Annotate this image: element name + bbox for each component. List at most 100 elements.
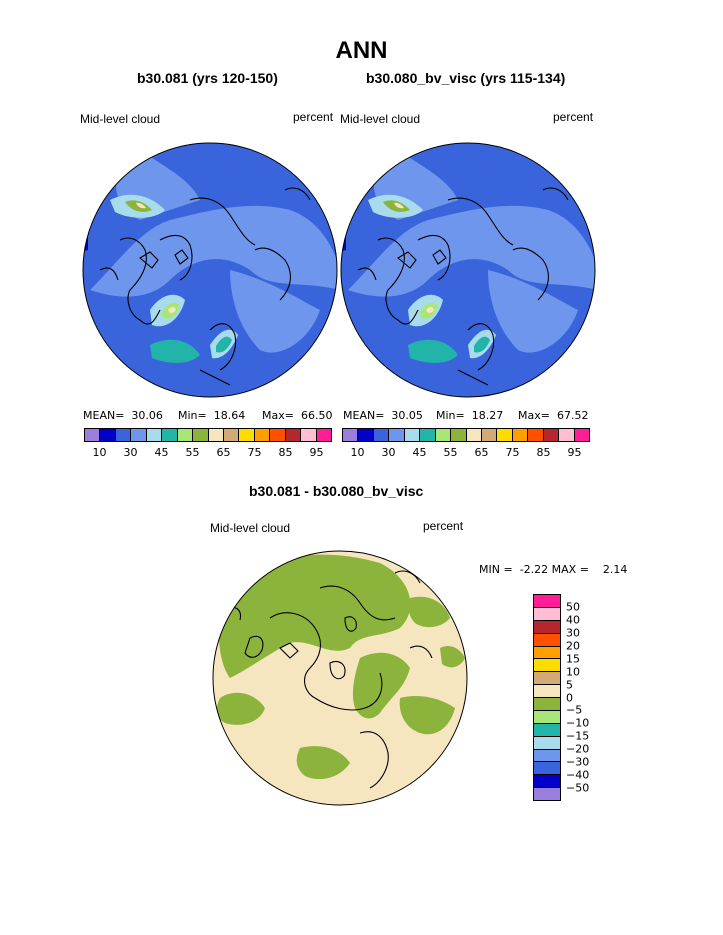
colorbar-swatch (404, 429, 421, 441)
colorbar-tick-label: 0 (566, 691, 573, 704)
colorbar-tick-label: 45 (154, 446, 169, 459)
colorbar-tick-label: 40 (566, 613, 580, 627)
colorbar-swatch (420, 429, 436, 441)
colorbar-swatch (534, 646, 560, 660)
colorbar-swatch (534, 710, 560, 724)
colorbar-tick-label: −5 (566, 703, 583, 717)
colorbar-swatch (254, 429, 271, 441)
colorbar-swatch (285, 429, 302, 441)
colorbar-tick-label: 30 (123, 446, 138, 459)
colorbar-swatch (208, 429, 224, 441)
colorbar-swatch (534, 595, 560, 608)
diff-subtitle: b30.081 - b30.080_bv_visc (249, 483, 424, 499)
diff-units: percent (423, 519, 464, 533)
colorbar-tick-label: −50 (566, 781, 590, 795)
colorbar-tick-label: 30 (566, 626, 580, 640)
colorbar-tick-label: −15 (566, 729, 590, 743)
panel2-polar-map (340, 142, 596, 398)
panel2-stats-mean: MEAN= 30.05 (343, 409, 423, 422)
colorbar-swatch (131, 429, 147, 441)
colorbar-tick-label: 65 (474, 446, 489, 459)
panel1-colorbar (84, 428, 332, 442)
colorbar-tick-label: 45 (412, 446, 427, 459)
panel1-stats-mean: MEAN= 30.06 (83, 409, 163, 422)
panel1-polar-map (82, 142, 338, 398)
figure-title: ANN (335, 37, 388, 64)
colorbar-tick-label: 95 (567, 446, 582, 459)
panel1-stats-max: Max= 66.50 (262, 409, 333, 422)
colorbar-swatch (435, 429, 452, 441)
colorbar-swatch (389, 429, 405, 441)
colorbar-tick-label: −10 (566, 716, 590, 730)
panel2-units: percent (553, 110, 594, 124)
colorbar-swatch (497, 429, 513, 441)
panel2-colorbar (342, 428, 590, 442)
colorbar-swatch (373, 429, 390, 441)
panel2-stats-min: Min= 18.27 (436, 409, 504, 422)
colorbar-swatch (528, 429, 544, 441)
colorbar-tick-label: −40 (566, 768, 590, 782)
colorbar-swatch (543, 429, 560, 441)
colorbar-tick-label: 55 (185, 446, 200, 459)
panel1-units: percent (293, 110, 334, 124)
panel2-stats-max: Max= 67.52 (518, 409, 589, 422)
colorbar-tick-label: 95 (309, 446, 324, 459)
colorbar-tick-label: 20 (566, 639, 580, 653)
colorbar-tick-label: −20 (566, 742, 590, 756)
colorbar-swatch (534, 620, 560, 634)
colorbar-swatch (239, 429, 255, 441)
diff-colorbar (533, 594, 561, 801)
diff-min-max: MIN = -2.22 MAX = 2.14 (479, 563, 628, 576)
colorbar-swatch (481, 429, 498, 441)
colorbar-swatch (534, 762, 560, 776)
colorbar-tick-label: 65 (216, 446, 231, 459)
panel1-subtitle: b30.081 (yrs 120-150) (137, 70, 278, 86)
colorbar-swatch (343, 429, 359, 441)
colorbar-swatch (512, 429, 529, 441)
colorbar-swatch (466, 429, 482, 441)
panel1-field-label: Mid-level cloud (80, 112, 161, 126)
colorbar-swatch (534, 698, 560, 711)
colorbar-swatch (301, 429, 317, 441)
colorbar-tick-label: 85 (536, 446, 551, 459)
colorbar-swatch (162, 429, 178, 441)
panel1-colorbar-ticks: 10 30 45 55 65 75 85 95 (84, 446, 332, 460)
colorbar-tick-label: 15 (566, 652, 580, 666)
colorbar-tick-label: 75 (505, 446, 520, 459)
colorbar-swatch (534, 775, 560, 789)
panel2-colorbar-ticks: 10 30 45 55 65 75 85 95 (342, 446, 590, 460)
colorbar-tick-label: 55 (443, 446, 458, 459)
colorbar-swatch (358, 429, 374, 441)
colorbar-tick-label: 5 (566, 678, 573, 692)
colorbar-swatch (534, 788, 560, 800)
colorbar-tick-label: 85 (278, 446, 293, 459)
colorbar-swatch (534, 633, 560, 647)
colorbar-swatch (559, 429, 575, 441)
colorbar-tick-label: 10 (566, 665, 580, 679)
colorbar-tick-label: 10 (350, 446, 365, 459)
panel2-subtitle: b30.080_bv_visc (yrs 115-134) (366, 70, 566, 86)
colorbar-swatch (534, 685, 560, 698)
panel2-field-label: Mid-level cloud (340, 112, 421, 126)
colorbar-swatch (534, 749, 560, 763)
diff-polar-map (212, 550, 468, 806)
colorbar-tick-label: 75 (247, 446, 262, 459)
colorbar-tick-label: −30 (566, 755, 590, 769)
colorbar-swatch (534, 659, 560, 673)
diff-colorbar-ticks: 50 40 30 20 15 10 5 0 −5 −10 −15 −20 −30 −40 −50 (566, 594, 626, 801)
colorbar-tick-label: 30 (381, 446, 396, 459)
colorbar-swatch (146, 429, 163, 441)
colorbar-swatch (534, 723, 560, 737)
colorbar-swatch (223, 429, 240, 441)
colorbar-swatch (115, 429, 132, 441)
colorbar-swatch (534, 672, 560, 686)
colorbar-swatch (270, 429, 286, 441)
diff-field-label: Mid-level cloud (210, 521, 291, 535)
colorbar-swatch (193, 429, 209, 441)
colorbar-swatch (534, 607, 560, 621)
colorbar-swatch (100, 429, 116, 441)
colorbar-swatch (177, 429, 194, 441)
colorbar-swatch (451, 429, 467, 441)
colorbar-tick-label: 50 (566, 600, 580, 614)
panel1-stats-min: Min= 18.64 (178, 409, 246, 422)
